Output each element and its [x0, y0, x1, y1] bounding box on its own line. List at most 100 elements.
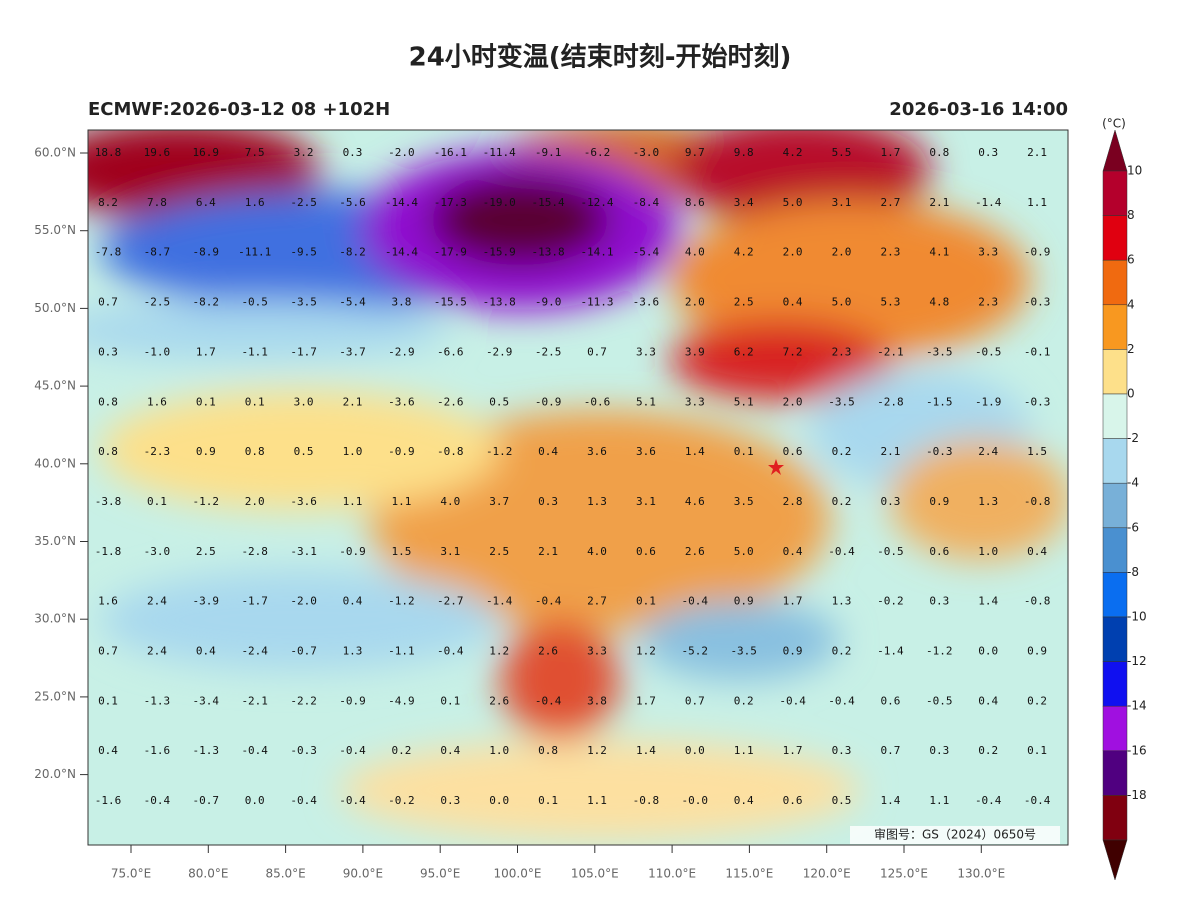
grid-value: -1.6 [95, 794, 122, 807]
grid-value: 1.1 [587, 794, 607, 807]
lon-tick-label: 115.0°E [725, 867, 773, 881]
grid-value: 3.3 [636, 345, 656, 358]
grid-value: 0.3 [880, 495, 900, 508]
grid-value: 4.0 [587, 545, 607, 558]
grid-value: -0.8 [437, 445, 464, 458]
grid-value: 0.1 [734, 445, 754, 458]
grid-value: 0.4 [1027, 545, 1047, 558]
grid-value: 0.1 [196, 395, 216, 408]
grid-value: 0.2 [978, 744, 998, 757]
grid-value: -0.1 [1024, 345, 1051, 358]
grid-value: 1.3 [587, 495, 607, 508]
lon-tick-label: 75.0°E [111, 867, 151, 881]
grid-value: 5.0 [734, 545, 754, 558]
grid-value: 0.6 [880, 694, 900, 707]
grid-value: 0.5 [489, 395, 509, 408]
grid-value: 2.1 [538, 545, 558, 558]
grid-value: 2.0 [832, 246, 852, 259]
grid-value: 4.0 [440, 495, 460, 508]
grid-value: 0.8 [98, 395, 118, 408]
grid-value: -15.4 [532, 196, 565, 209]
grid-value: 0.2 [832, 445, 852, 458]
map-frame [87, 129, 1069, 846]
grid-value: 5.1 [734, 395, 754, 408]
grid-value: 1.3 [978, 495, 998, 508]
grid-value: -0.4 [290, 794, 317, 807]
grid-value: -8.2 [339, 246, 366, 259]
grid-value: 1.6 [147, 395, 167, 408]
grid-value: -0.5 [241, 296, 268, 309]
grid-value: -9.1 [535, 146, 562, 159]
grid-value: 2.4 [147, 645, 167, 658]
grid-value: 0.3 [832, 744, 852, 757]
grid-value: 3.8 [587, 694, 607, 707]
grid-value: -3.0 [144, 545, 171, 558]
grid-value: 8.2 [98, 196, 118, 209]
grid-value: 2.6 [685, 545, 705, 558]
grid-value: 2.1 [1027, 146, 1047, 159]
grid-value: 0.9 [1027, 645, 1047, 658]
grid-value: 1.4 [880, 794, 900, 807]
colorbar-label: -2 [1127, 431, 1139, 445]
colorbar-top [1102, 129, 1128, 172]
grid-value: -0.9 [339, 545, 366, 558]
grid-value: 0.2 [832, 645, 852, 658]
lat-tick-label: 25.0°N [34, 689, 76, 703]
grid-value: -0.2 [877, 595, 904, 608]
grid-value: -0.9 [388, 445, 415, 458]
grid-value: -0.9 [1024, 246, 1051, 259]
grid-value: -15.5 [434, 296, 467, 309]
grid-value: 2.4 [978, 445, 998, 458]
colorbar-band [1102, 527, 1128, 573]
grid-value: -1.0 [144, 345, 171, 358]
grid-value: -0.5 [877, 545, 904, 558]
grid-value: 2.7 [587, 595, 607, 608]
grid-value: -0.3 [290, 744, 317, 757]
lon-tick-label: 105.0°E [571, 867, 619, 881]
grid-value: -1.1 [388, 645, 415, 658]
grid-value: 0.2 [1027, 694, 1047, 707]
grid-value: -1.2 [926, 645, 953, 658]
grid-value: -0.7 [193, 794, 220, 807]
grid-value: -1.6 [144, 744, 171, 757]
grid-value: 9.8 [734, 146, 754, 159]
grid-value: 4.0 [685, 246, 705, 259]
grid-value: 1.3 [832, 595, 852, 608]
grid-value: 2.0 [685, 296, 705, 309]
grid-value: 0.4 [538, 445, 558, 458]
model-run: ECMWF:2026-03-12 08 +102H [88, 99, 390, 120]
lat-tick-label: 30.0°N [34, 612, 76, 626]
grid-value: -2.3 [144, 445, 171, 458]
grid-value: -0.9 [339, 694, 366, 707]
grid-value: 1.4 [685, 445, 705, 458]
grid-value: 3.1 [832, 196, 852, 209]
grid-value: 0.3 [929, 744, 949, 757]
grid-value: 9.7 [685, 146, 705, 159]
grid-value: -0.3 [1024, 395, 1051, 408]
grid-value: -0.0 [682, 794, 709, 807]
grid-value: -15.9 [483, 246, 516, 259]
colorbar-band [1102, 259, 1128, 306]
grid-value: 0.8 [245, 445, 265, 458]
grid-value: 3.9 [685, 345, 705, 358]
grid-value: -3.5 [730, 645, 757, 658]
beijing-star [768, 459, 784, 475]
grid-value: -1.4 [975, 196, 1002, 209]
grid-value: -3.9 [193, 595, 220, 608]
grid-value: -8.7 [144, 246, 171, 259]
colorbar-label: 8 [1127, 208, 1135, 222]
grid-value: 2.5 [734, 296, 754, 309]
grid-value: -3.8 [95, 495, 122, 508]
grid-value: 18.8 [95, 146, 122, 159]
lon-tick-label: 110.0°E [648, 867, 696, 881]
grid-value: 4.2 [734, 246, 754, 259]
grid-value: 0.7 [685, 694, 705, 707]
grid-value: 7.8 [147, 196, 167, 209]
title: 24小时变温(结束时刻-开始时刻) [409, 42, 792, 73]
grid-value: -5.4 [633, 246, 660, 259]
grid-value: 0.2 [734, 694, 754, 707]
grid-value: -13.8 [483, 296, 516, 309]
lon-tick-label: 90.0°E [343, 867, 383, 881]
grid-value: -0.4 [1024, 794, 1051, 807]
grid-value: 0.4 [734, 794, 754, 807]
